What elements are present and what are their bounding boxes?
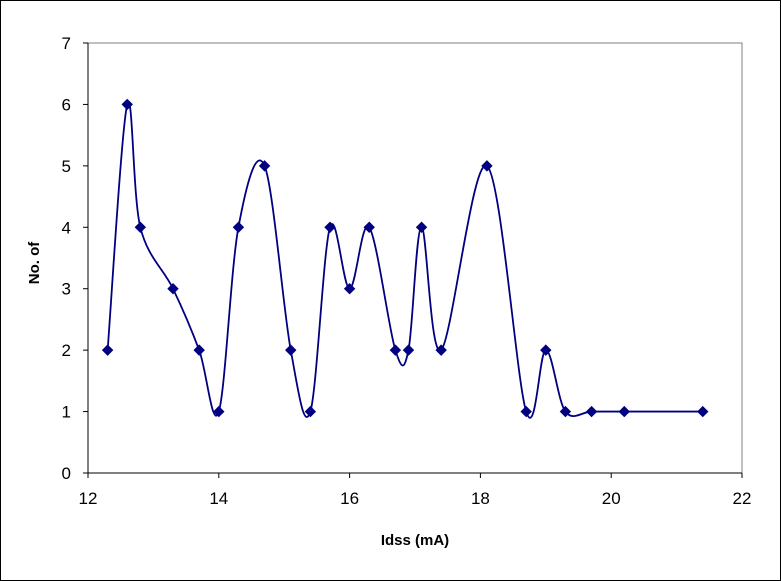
- data-point-marker: [285, 344, 297, 356]
- y-tick-label: 4: [62, 218, 71, 237]
- data-point-marker: [121, 98, 133, 111]
- data-point-marker: [520, 405, 532, 418]
- data-point-marker: [481, 160, 493, 172]
- markers-group: [101, 98, 709, 418]
- series-line-group: [106, 101, 703, 419]
- data-point-marker: [213, 405, 225, 418]
- data-point-marker: [585, 405, 598, 418]
- x-tick-label: 16: [340, 489, 359, 508]
- data-point-marker: [559, 405, 572, 418]
- y-tick-label: 3: [62, 280, 71, 299]
- data-point-marker: [540, 344, 552, 356]
- data-point-marker: [363, 221, 375, 233]
- y-tick-label: 6: [62, 95, 71, 114]
- data-point-marker: [435, 344, 447, 356]
- y-tick-label: 7: [62, 34, 71, 53]
- data-point-marker: [167, 283, 179, 295]
- y-tick-label: 1: [62, 403, 71, 422]
- data-point-marker: [389, 344, 402, 356]
- y-axis-title: No. of: [26, 241, 43, 284]
- data-point-marker: [324, 221, 336, 233]
- x-tick-label: 22: [733, 489, 752, 508]
- y-tick-label: 5: [62, 157, 71, 176]
- x-tick-label: 18: [471, 489, 490, 508]
- x-axis-title: Idss (mA): [381, 532, 449, 549]
- data-point-marker: [232, 221, 245, 233]
- data-point-marker: [134, 221, 147, 233]
- data-point-marker: [343, 283, 356, 295]
- data-point-marker: [697, 405, 709, 418]
- x-tick-label: 20: [602, 489, 621, 508]
- data-point-marker: [304, 405, 317, 418]
- plot-area: [87, 42, 743, 474]
- axes: [87, 43, 742, 474]
- data-point-marker: [193, 344, 205, 356]
- x-tick-label: 14: [209, 489, 228, 508]
- data-point-marker: [258, 160, 271, 172]
- series-line: [106, 101, 703, 419]
- data-point-marker: [415, 221, 428, 233]
- y-tick-label: 2: [62, 341, 71, 360]
- plot-area-border: [87, 42, 743, 474]
- x-tick-label: 12: [79, 489, 98, 508]
- data-point-marker: [101, 344, 114, 356]
- data-point-marker: [402, 344, 415, 356]
- y-tick-label: 0: [62, 464, 71, 483]
- data-point-marker: [618, 405, 630, 418]
